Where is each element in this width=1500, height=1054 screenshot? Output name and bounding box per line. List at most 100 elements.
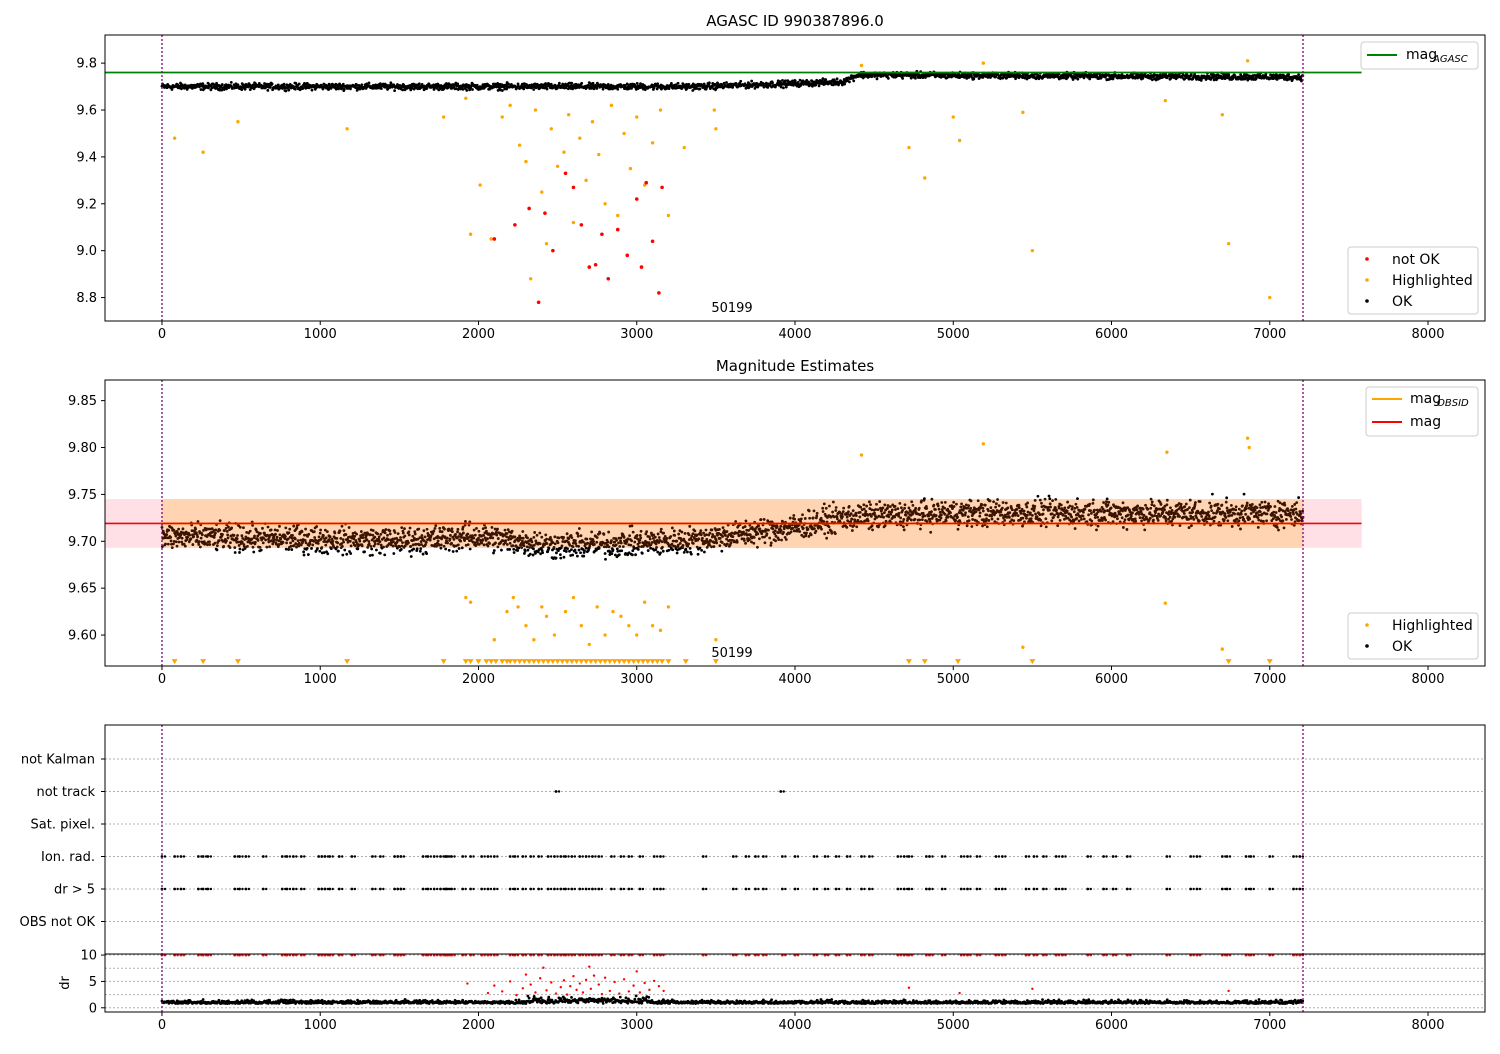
ok-point	[769, 544, 772, 547]
ok-point	[1076, 78, 1079, 81]
ok-point	[221, 533, 224, 536]
ok-point	[1075, 503, 1078, 506]
ok-point	[996, 498, 999, 501]
ok-point	[684, 548, 687, 551]
ok-point	[532, 536, 535, 539]
ok-point	[756, 532, 759, 535]
ok-point	[488, 542, 491, 545]
ok-point	[353, 535, 356, 538]
ok-point	[469, 548, 472, 551]
ok-point	[902, 525, 905, 528]
ok-point	[935, 514, 938, 517]
ok-point	[665, 537, 668, 540]
ok-point	[1130, 515, 1133, 518]
ok-point	[602, 88, 605, 91]
ok-point	[592, 540, 595, 543]
ok-point	[750, 80, 753, 83]
ok-point	[570, 536, 573, 539]
ok-point	[400, 548, 403, 551]
ok-point	[328, 538, 331, 541]
ok-point	[216, 544, 219, 547]
ok-point	[1066, 510, 1069, 513]
ok-point	[730, 542, 733, 545]
ok-point	[378, 535, 381, 538]
ok-point	[285, 541, 288, 544]
ok-point	[697, 553, 700, 556]
ok-point	[440, 544, 443, 547]
ok-point	[677, 82, 680, 85]
ok-point	[914, 507, 917, 510]
ok-point	[306, 547, 309, 550]
not-ok-point	[580, 223, 584, 227]
ok-point	[576, 555, 579, 558]
ok-point	[278, 533, 281, 536]
ok-point	[1021, 517, 1024, 520]
ok-point	[718, 544, 721, 547]
ok-point	[425, 87, 428, 90]
ok-point	[252, 551, 255, 554]
ok-point	[967, 515, 970, 518]
ok-point	[165, 533, 168, 536]
not-ok-point	[587, 265, 591, 269]
ok-point	[667, 549, 670, 552]
ok-point	[267, 526, 270, 529]
ok-point	[557, 537, 560, 540]
highlighted-point	[1221, 113, 1224, 116]
ok-point	[379, 540, 382, 543]
ok-point	[399, 536, 402, 539]
ok-point	[1027, 511, 1030, 514]
y-tick-label: 9.6	[76, 104, 97, 119]
ok-point	[925, 507, 928, 510]
ok-point	[1048, 495, 1051, 498]
ok-point	[342, 538, 345, 541]
ok-point	[776, 526, 779, 529]
ok-point	[867, 519, 870, 522]
ok-point	[673, 534, 676, 537]
ok-point	[313, 530, 316, 533]
ok-point	[827, 531, 830, 534]
ok-point	[1030, 517, 1033, 520]
ok-point	[393, 89, 396, 92]
ok-point	[1083, 518, 1086, 521]
ok-point	[392, 545, 395, 548]
ok-point	[1088, 503, 1091, 506]
ok-point	[636, 82, 639, 85]
ok-point	[527, 549, 530, 552]
ok-point	[845, 526, 848, 529]
ok-point	[991, 518, 994, 521]
ok-point	[984, 504, 987, 507]
ok-point	[398, 545, 401, 548]
ok-point	[631, 525, 634, 528]
ok-point	[607, 531, 610, 534]
highlighted-point	[651, 141, 654, 144]
ok-point	[246, 545, 249, 548]
ok-point	[317, 542, 320, 545]
ok-point	[779, 525, 782, 528]
ok-point	[1107, 504, 1110, 507]
ok-point	[252, 546, 255, 549]
ok-point	[218, 529, 221, 532]
ok-point	[1097, 525, 1100, 528]
ok-point	[1073, 510, 1076, 513]
ok-point	[304, 528, 307, 531]
highlighted-point	[464, 97, 467, 100]
ok-point	[184, 545, 187, 548]
ok-point	[274, 533, 277, 536]
ok-point	[380, 87, 383, 90]
ok-point	[919, 528, 922, 531]
ok-point	[918, 518, 921, 521]
ok-point	[770, 542, 773, 545]
ok-point	[679, 542, 682, 545]
ok-point	[361, 544, 364, 547]
ok-point	[801, 513, 804, 516]
ok-point	[264, 539, 267, 542]
ok-point	[1095, 528, 1098, 531]
ok-point	[419, 536, 422, 539]
ok-point	[656, 551, 659, 554]
ok-point	[330, 547, 333, 550]
ok-point	[1039, 519, 1042, 522]
ok-point	[589, 538, 592, 541]
ok-point	[699, 547, 702, 550]
ok-point	[452, 550, 455, 553]
highlighted-point	[529, 277, 532, 280]
